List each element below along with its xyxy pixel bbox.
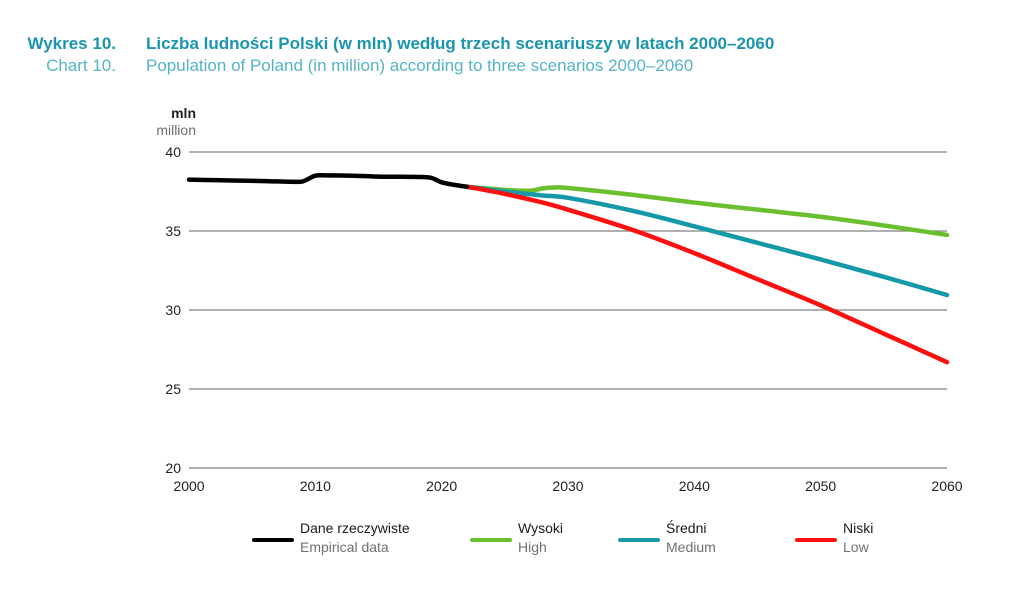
y-axis-unit-en: million — [156, 122, 196, 138]
x-tick-label: 2060 — [931, 478, 962, 494]
x-tick-label: 2010 — [300, 478, 331, 494]
legend-label-en: Empirical data — [300, 539, 389, 555]
legend-label-pl: Dane rzeczywiste — [300, 520, 410, 536]
x-tick-label: 2030 — [552, 478, 583, 494]
x-tick-label: 2040 — [679, 478, 710, 494]
y-tick-label: 20 — [165, 460, 181, 476]
x-tick-label: 2020 — [426, 478, 457, 494]
y-tick-label: 35 — [165, 223, 181, 239]
y-tick-label: 30 — [165, 302, 181, 318]
legend-swatch-high — [470, 538, 512, 542]
legend: Dane rzeczywiste Empirical data Wysoki H… — [0, 520, 1033, 560]
chart-label-pl: Wykres 10. — [27, 34, 116, 53]
legend-label-en: High — [518, 539, 547, 555]
series-high-line — [464, 184, 950, 238]
x-axis-ticks: 2000 2010 2020 2030 2040 2050 2060 — [173, 478, 962, 494]
y-tick-label: 25 — [165, 381, 181, 397]
legend-label-pl: Niski — [843, 520, 874, 536]
series-low-line — [464, 184, 950, 365]
legend-swatch-empirical — [252, 538, 294, 542]
legend-label-pl: Średni — [666, 520, 707, 536]
gridlines — [189, 151, 947, 469]
x-tick-label: 2050 — [805, 478, 836, 494]
x-tick-label: 2000 — [173, 478, 204, 494]
legend-label-pl: Wysoki — [518, 520, 563, 536]
chart-header: Wykres 10. Liczba ludności Polski (w mln… — [0, 34, 1033, 78]
y-axis-ticks: 20 25 30 35 40 — [165, 144, 181, 476]
series-empirical-line — [186, 172, 470, 190]
series-medium-line — [464, 184, 950, 298]
legend-label-en: Low — [843, 539, 869, 555]
legend-label-en: Medium — [666, 539, 716, 555]
chart-title-en: Population of Poland (in million) accord… — [146, 56, 694, 75]
legend-swatch-low — [795, 538, 837, 542]
legend-swatch-medium — [618, 538, 660, 542]
chart-label-en: Chart 10. — [46, 56, 116, 75]
series-lines — [186, 172, 950, 365]
y-axis-unit-pl: mln — [171, 105, 196, 121]
y-tick-label: 40 — [165, 144, 181, 160]
chart-title-pl: Liczba ludności Polski (w mln) według tr… — [146, 34, 775, 53]
